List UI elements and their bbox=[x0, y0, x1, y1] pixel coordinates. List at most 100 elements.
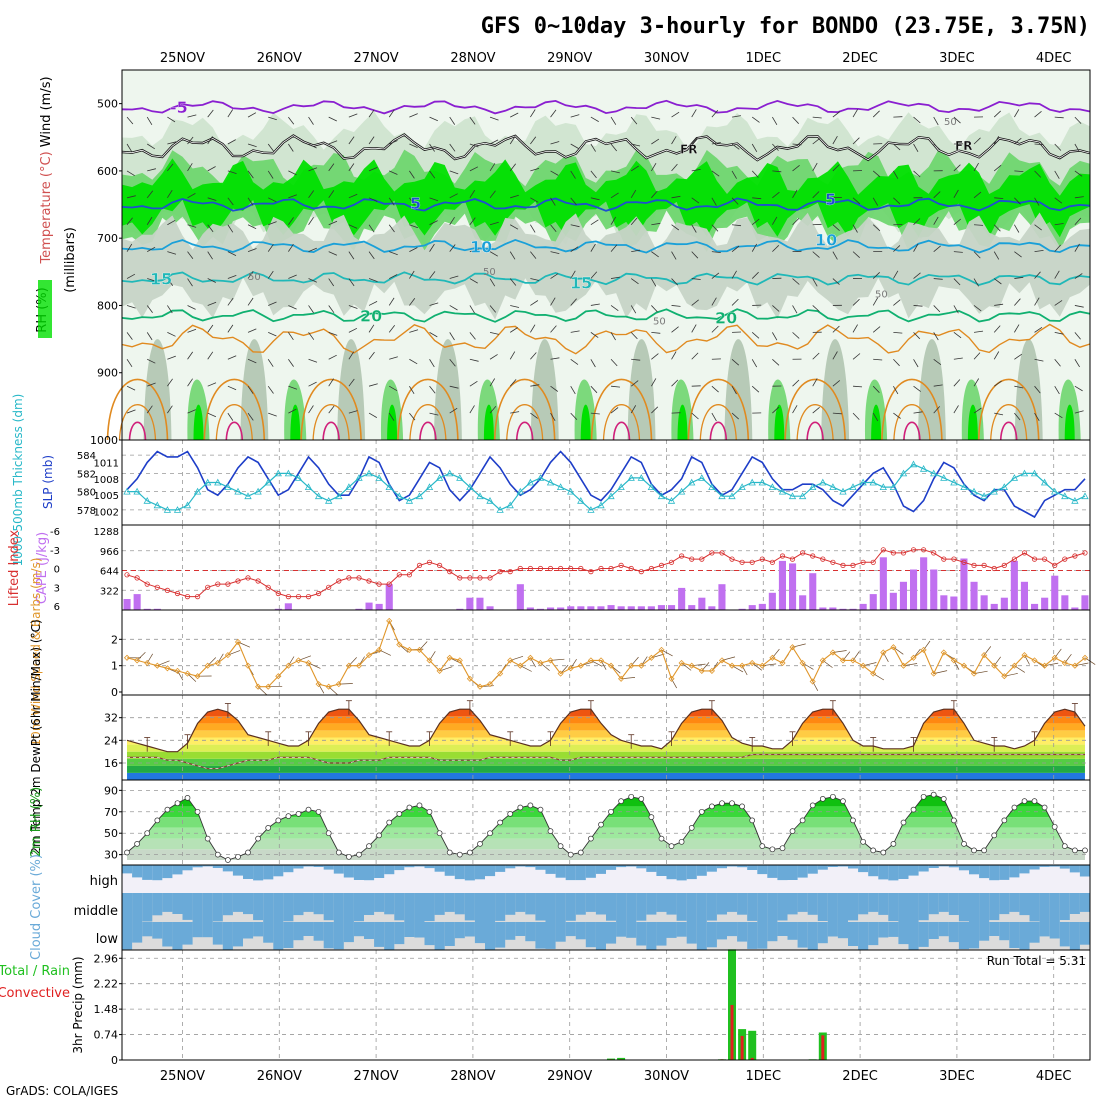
wind-barb bbox=[731, 298, 739, 306]
lifted-index-marker bbox=[265, 584, 271, 590]
cloud-cell bbox=[202, 893, 214, 922]
wind-barb bbox=[973, 378, 980, 387]
cape-bar bbox=[950, 596, 958, 610]
y-tick-label: 0 bbox=[111, 1054, 118, 1067]
lifted-index-marker bbox=[376, 581, 382, 587]
cloud-cell-bg bbox=[122, 865, 133, 893]
wind-barb bbox=[1054, 170, 1060, 179]
wind-barb bbox=[953, 278, 961, 286]
wind-barb bbox=[651, 353, 659, 360]
wind-barb bbox=[247, 412, 254, 421]
cloud-cell bbox=[807, 893, 819, 915]
thickness-marker bbox=[446, 469, 454, 477]
wind-speed-marker bbox=[648, 654, 655, 661]
cloud-cell bbox=[848, 865, 859, 869]
cape-bar bbox=[809, 573, 817, 610]
cloud-cell bbox=[1049, 893, 1061, 922]
thickness-marker bbox=[526, 478, 535, 486]
rh-marker bbox=[588, 835, 594, 842]
wind-barb bbox=[1054, 244, 1061, 252]
isotherm-line bbox=[121, 323, 1091, 355]
temperature-band bbox=[127, 730, 1085, 738]
wind-speed-marker bbox=[345, 662, 352, 669]
lifted-index-marker bbox=[245, 575, 251, 581]
rh-marker bbox=[285, 813, 292, 819]
slp-tick-label: 1011 bbox=[94, 458, 119, 469]
cloud-cell bbox=[414, 893, 425, 922]
wind-barb bbox=[973, 162, 979, 172]
wind-barb bbox=[610, 305, 619, 312]
wind-barb bbox=[227, 275, 237, 279]
wind-speed-marker bbox=[658, 646, 665, 653]
rh-marker bbox=[497, 819, 503, 826]
wind-barb bbox=[953, 357, 963, 360]
cape-bar bbox=[1061, 595, 1069, 610]
cloud-cell-bg bbox=[757, 865, 768, 893]
wind-barb bbox=[1014, 197, 1021, 205]
wind-barb bbox=[1054, 412, 1063, 419]
thickness-marker bbox=[244, 492, 252, 500]
precip-convective-bar bbox=[750, 1057, 754, 1060]
cloud-cell bbox=[313, 893, 325, 915]
wind-barb bbox=[207, 324, 214, 333]
y-tick-label: 50 bbox=[104, 827, 118, 840]
wind-barb bbox=[731, 224, 742, 227]
wind-speed-marker bbox=[446, 654, 453, 661]
wind-barb bbox=[530, 352, 537, 360]
rh-marker bbox=[1001, 817, 1008, 824]
wind-barb bbox=[368, 412, 378, 418]
rh-marker bbox=[577, 849, 584, 856]
wind-barb bbox=[288, 385, 298, 390]
cloud-cell-bg bbox=[273, 865, 284, 893]
wind-barb bbox=[227, 355, 237, 360]
lifted-index-marker bbox=[1001, 562, 1007, 569]
lifted-index-tick-label: 6 bbox=[54, 602, 60, 613]
thickness-marker bbox=[395, 492, 403, 500]
wind-barb bbox=[207, 136, 213, 145]
wind-barb bbox=[1034, 110, 1042, 118]
lifted-index-marker bbox=[124, 572, 130, 578]
cape-bar bbox=[284, 603, 292, 610]
cloud-cell bbox=[353, 865, 365, 880]
rh-marker bbox=[477, 841, 483, 847]
wind-speed-marker bbox=[476, 683, 484, 690]
thickness-marker bbox=[728, 492, 736, 500]
wind-barb bbox=[852, 353, 861, 360]
lifted-index-marker bbox=[951, 556, 957, 562]
wind-barb bbox=[973, 278, 979, 287]
cloud-cell bbox=[888, 865, 899, 881]
cloud-cell-bg bbox=[656, 865, 667, 893]
wind-barb bbox=[953, 405, 959, 414]
date-label-bottom: 30NOV bbox=[644, 1069, 689, 1084]
wind-barb bbox=[509, 163, 517, 172]
wind-barb bbox=[913, 359, 919, 368]
cape-bar bbox=[940, 595, 948, 610]
wind-barb bbox=[469, 358, 479, 362]
wind-barb bbox=[469, 217, 476, 225]
cloud-cell-bg bbox=[212, 865, 224, 893]
cloud-cell bbox=[1049, 865, 1061, 867]
cloud-cell bbox=[595, 922, 607, 950]
cloud-cell-bg bbox=[132, 865, 143, 893]
cloud-cell-bg bbox=[485, 865, 496, 893]
thickness-marker bbox=[123, 487, 131, 495]
rh-marker bbox=[598, 821, 604, 828]
rh-marker bbox=[376, 832, 382, 839]
cloud-cell bbox=[323, 865, 335, 870]
wind-barb bbox=[852, 137, 860, 145]
cape-bar bbox=[1031, 603, 1039, 610]
wind-speed-marker bbox=[1041, 662, 1048, 669]
wind-barb bbox=[449, 193, 458, 199]
cloud-cell bbox=[545, 865, 557, 874]
isotherm-30-loop bbox=[322, 421, 340, 441]
lifted-index-marker bbox=[900, 550, 907, 556]
cloud-cell bbox=[333, 865, 345, 874]
cloud-cell bbox=[757, 865, 768, 875]
cape-bar bbox=[778, 560, 786, 610]
cloud-cell bbox=[142, 893, 153, 922]
cloud-cell-bg bbox=[727, 865, 738, 893]
wind-barb bbox=[691, 324, 697, 333]
cloud-cell bbox=[1069, 922, 1081, 950]
cloud-cell bbox=[999, 865, 1010, 880]
rh-marker bbox=[981, 847, 987, 854]
